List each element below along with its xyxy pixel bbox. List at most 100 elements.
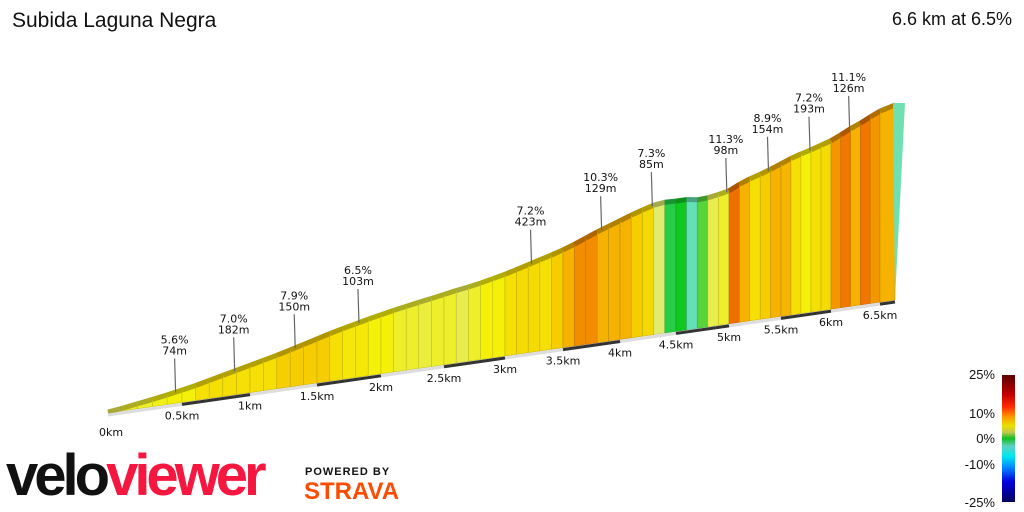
- profile-segment[interactable]: [480, 276, 493, 360]
- profile-top-edge: [515, 262, 530, 272]
- annotation-length: 103m: [342, 275, 374, 288]
- profile-segment[interactable]: [707, 192, 719, 328]
- profile-segment[interactable]: [718, 188, 730, 326]
- x-tick-label: 5km: [717, 331, 741, 344]
- annotation-leader-line: [725, 157, 728, 192]
- profile-top-edge: [418, 296, 433, 305]
- profile-top-edge: [491, 271, 506, 282]
- profile-segment[interactable]: [749, 171, 761, 322]
- profile-segment[interactable]: [608, 218, 621, 342]
- profile-segment[interactable]: [675, 197, 687, 332]
- annotation-gradient: 6.5%: [344, 264, 372, 277]
- profile-segment[interactable]: [516, 262, 529, 355]
- profile-segment[interactable]: [562, 241, 575, 348]
- segment-annotation[interactable]: 7.3%85m: [637, 147, 665, 207]
- segment-annotation[interactable]: 7.2%423m: [515, 205, 547, 264]
- profile-segment[interactable]: [780, 156, 792, 317]
- profile-segment[interactable]: [850, 120, 861, 307]
- annotation-gradient: 7.0%: [220, 312, 248, 325]
- profile-segment[interactable]: [697, 195, 708, 329]
- profile-segment[interactable]: [642, 202, 654, 337]
- segment-annotation[interactable]: 5.6%74m: [161, 333, 189, 393]
- profile-segment[interactable]: [830, 132, 841, 310]
- profile-segment[interactable]: [870, 108, 881, 304]
- profile-segment[interactable]: [631, 207, 643, 339]
- profile-segment[interactable]: [664, 198, 677, 334]
- profile-top-edge: [380, 307, 395, 318]
- profile-segment[interactable]: [760, 166, 771, 320]
- profile-segment[interactable]: [468, 280, 481, 362]
- annotation-length: 182m: [218, 323, 250, 336]
- profile-segment[interactable]: [418, 296, 432, 369]
- profile-top-edge: [618, 212, 633, 223]
- profile-segment[interactable]: [380, 308, 394, 375]
- profile-segment[interactable]: [393, 304, 407, 373]
- profile-top-edge: [596, 224, 610, 235]
- segment-annotation[interactable]: 7.2%193m: [793, 92, 825, 151]
- profile-top-edge: [696, 195, 709, 203]
- legend-label-25: 25%: [968, 367, 995, 382]
- annotation-leader-line: [357, 289, 360, 324]
- distance-band: [675, 324, 730, 335]
- profile-top-edge: [136, 397, 154, 407]
- profile-segment[interactable]: [879, 102, 896, 303]
- profile-segment[interactable]: [810, 143, 822, 313]
- profile-segment[interactable]: [597, 223, 609, 343]
- distance-band: [181, 393, 251, 406]
- profile-segment[interactable]: [790, 151, 802, 316]
- profile-segment[interactable]: [528, 257, 540, 353]
- segment-annotation[interactable]: 6.5%103m: [342, 264, 374, 324]
- veloviewer-logo[interactable]: veloviewer: [6, 446, 267, 506]
- segment-annotation[interactable]: 11.3%98m: [708, 133, 743, 192]
- profile-top-edge: [839, 126, 852, 137]
- profile-segment[interactable]: [619, 212, 632, 340]
- annotation-length: 126m: [833, 82, 865, 95]
- profile-top-edge: [630, 207, 644, 218]
- profile-segment[interactable]: [492, 271, 506, 358]
- profile-segment[interactable]: [860, 114, 871, 306]
- profile-segment[interactable]: [574, 235, 586, 347]
- annotation-gradient: 7.2%: [795, 92, 823, 105]
- profile-top-edge: [443, 288, 457, 297]
- profile-top-edge: [166, 387, 183, 398]
- segment-annotation[interactable]: 10.3%129m: [583, 171, 618, 231]
- x-tick-label: 1.5km: [300, 390, 335, 403]
- profile-segment[interactable]: [406, 300, 419, 371]
- profile-top-edge: [800, 147, 812, 157]
- x-tick-label: 2.5km: [427, 372, 462, 385]
- annotation-gradient: 5.6%: [161, 333, 189, 346]
- profile-segment[interactable]: [355, 316, 369, 378]
- profile-segment[interactable]: [551, 247, 564, 350]
- profile-segment[interactable]: [368, 312, 382, 376]
- annotation-length: 129m: [585, 182, 617, 195]
- profile-segment[interactable]: [820, 138, 832, 311]
- profile-segment[interactable]: [653, 199, 665, 335]
- gradient-legend-bar: [1002, 375, 1015, 502]
- segment-annotation[interactable]: 7.0%182m: [218, 312, 250, 372]
- profile-segment[interactable]: [431, 292, 445, 367]
- profile-top-edge: [249, 357, 265, 368]
- profile-segment[interactable]: [443, 288, 457, 365]
- annotation-gradient: 7.3%: [637, 147, 665, 160]
- profile-segment[interactable]: [840, 126, 851, 309]
- profile-segment[interactable]: [585, 229, 598, 345]
- x-tick-label: 4.5km: [659, 338, 694, 351]
- profile-segment[interactable]: [456, 284, 469, 364]
- profile-segment[interactable]: [504, 267, 517, 357]
- profile-segment[interactable]: [800, 147, 812, 314]
- segment-annotation[interactable]: 8.9%154m: [752, 112, 784, 171]
- x-tick-label: 0.5km: [165, 409, 200, 422]
- profile-segment[interactable]: [686, 197, 698, 331]
- profile-segment[interactable]: [739, 176, 750, 323]
- profile-segment[interactable]: [539, 252, 552, 352]
- strava-logo[interactable]: STRAVA: [304, 478, 400, 505]
- segment-annotation[interactable]: 11.1%126m: [831, 71, 866, 130]
- profile-top-edge: [235, 362, 251, 373]
- climb-summary: 6.6 km at 6.5%: [891, 9, 1012, 29]
- profile-segment[interactable]: [728, 181, 740, 325]
- distance-band: [879, 300, 896, 306]
- profile-top-edge: [868, 108, 882, 120]
- profile-top-edge: [819, 138, 833, 148]
- segment-annotation[interactable]: 7.9%150m: [278, 289, 310, 349]
- profile-segment[interactable]: [770, 161, 782, 319]
